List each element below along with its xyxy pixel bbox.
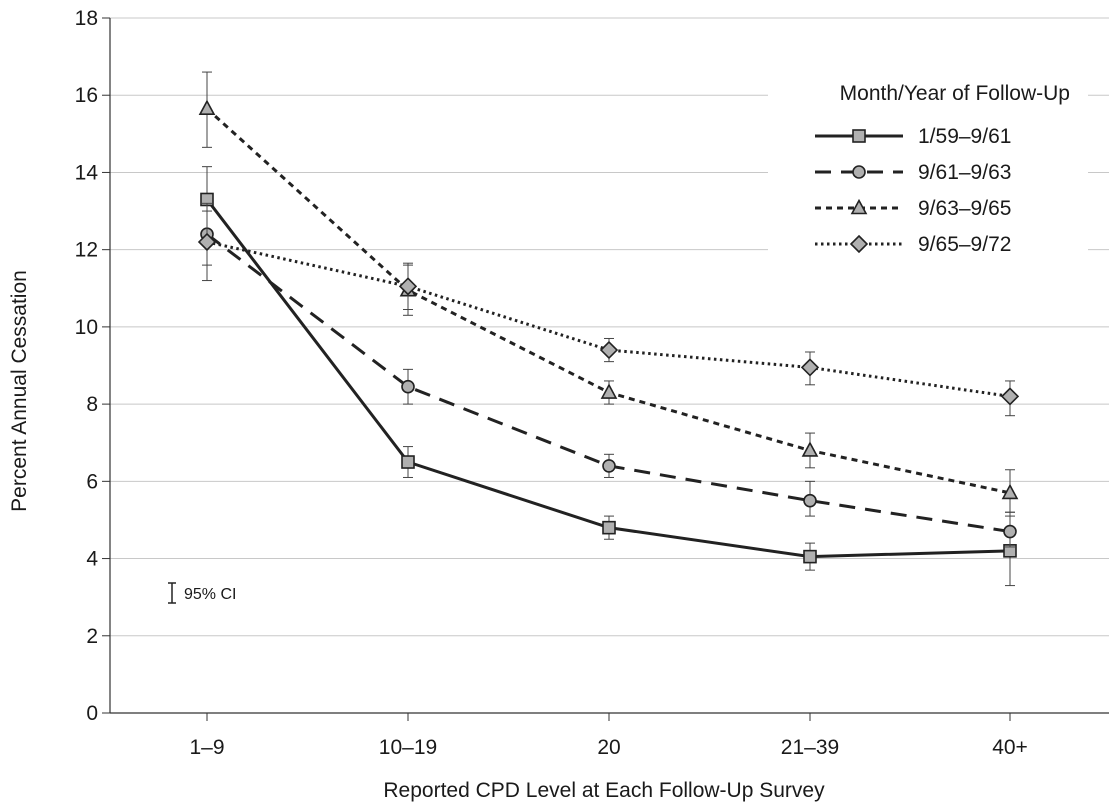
legend: Month/Year of Follow-Up 1/59–9/61 9/61–9/… — [768, 74, 1088, 262]
series-square — [200, 166, 1017, 587]
x-tick-label: 40+ — [992, 736, 1028, 759]
data-point — [803, 549, 817, 564]
data-point — [398, 277, 418, 296]
data-point — [1003, 524, 1017, 539]
x-tick-label: 20 — [597, 736, 620, 759]
data-point — [600, 383, 618, 399]
y-tick-label: 4 — [86, 548, 98, 571]
y-tick-label: 2 — [86, 625, 98, 648]
data-point — [197, 232, 217, 252]
legend-marker — [849, 234, 869, 254]
ci-note: 95% CI — [168, 582, 236, 604]
legend-label: 9/63–9/65 — [918, 197, 1011, 220]
legend-entry: 9/65–9/72 — [815, 233, 1011, 256]
legend-label: 9/61–9/63 — [918, 161, 1011, 184]
legend-title: Month/Year of Follow-Up — [840, 82, 1070, 105]
y-tick-label: 6 — [86, 470, 98, 493]
data-point — [801, 441, 819, 457]
legend-label: 9/65–9/72 — [918, 233, 1011, 256]
data-point — [1001, 483, 1019, 500]
data-point — [800, 358, 820, 377]
legend-marker — [852, 129, 866, 143]
x-tick-label: 10–19 — [379, 736, 437, 759]
data-point — [602, 520, 616, 535]
data-point — [803, 493, 817, 508]
legend-background — [768, 74, 1088, 262]
y-tick-label: 12 — [75, 239, 98, 262]
data-point — [1000, 387, 1020, 406]
ci-note-label: 95% CI — [184, 586, 236, 603]
y-tick-label: 8 — [86, 393, 98, 416]
series-line — [206, 240, 1011, 398]
series-diamond — [197, 210, 1020, 417]
legend-label: 1/59–9/61 — [918, 125, 1011, 148]
data-point — [401, 379, 415, 394]
x-tick-label: 21–39 — [781, 736, 839, 759]
legend-entry: 1/59–9/61 — [815, 125, 1011, 148]
x-axis-title: Reported CPD Level at Each Follow-Up Sur… — [383, 779, 825, 802]
x-tick-label: 1–9 — [189, 736, 224, 759]
y-tick-label: 0 — [86, 702, 98, 725]
legend-marker — [852, 165, 866, 179]
series-lines — [197, 71, 1020, 587]
y-axis-title: Percent Annual Cessation — [8, 270, 31, 512]
legend-entry: 9/63–9/65 — [815, 197, 1011, 220]
y-tick-label: 16 — [75, 84, 98, 107]
series-triangle — [198, 71, 1019, 513]
legend-entry: 9/61–9/63 — [815, 161, 1011, 184]
y-tick-label: 14 — [75, 161, 99, 184]
y-tick-label: 10 — [75, 316, 98, 339]
data-point — [602, 459, 616, 473]
data-point — [401, 455, 415, 469]
axes: 0 2 4 6 8 10 12 14 16 18 1–9 10–19 20 21–39 40+ — [75, 7, 1109, 759]
y-tick-label: 18 — [75, 7, 98, 30]
grid-lines — [110, 17, 1109, 637]
data-point — [599, 340, 619, 360]
legend-marker — [850, 198, 868, 215]
data-point — [198, 99, 216, 116]
